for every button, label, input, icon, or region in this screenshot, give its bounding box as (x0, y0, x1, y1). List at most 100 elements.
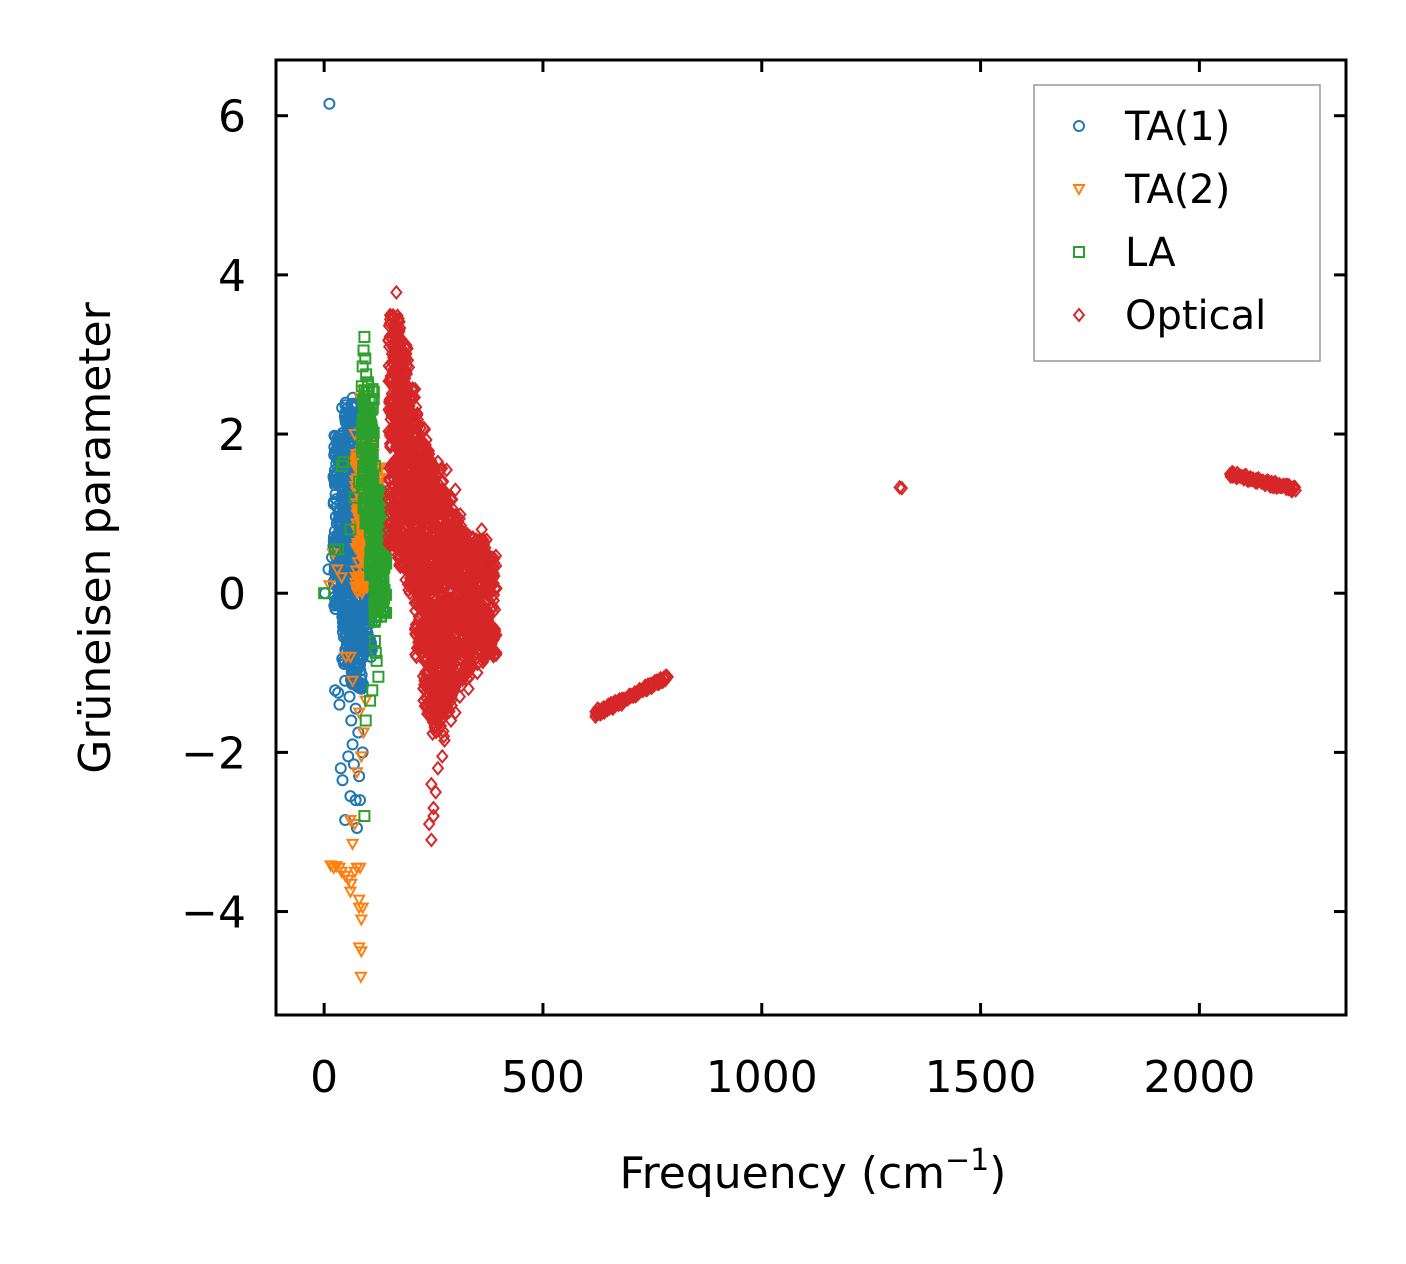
data-point (318, 587, 331, 600)
data-point (589, 709, 602, 725)
data-point (471, 656, 484, 672)
data-point (391, 453, 405, 469)
data-point (346, 738, 359, 751)
data-point (322, 580, 337, 593)
data-point (323, 97, 336, 110)
data-point (408, 419, 422, 435)
data-point (449, 519, 463, 535)
data-point (329, 684, 342, 697)
data-point (466, 529, 480, 546)
data-point (426, 507, 440, 524)
legend-label: TA(2) (1124, 167, 1230, 213)
data-point (353, 608, 366, 621)
data-point (345, 714, 358, 727)
x-tick-label: 1000 (706, 1052, 818, 1103)
data-point (417, 491, 430, 507)
data-point (379, 552, 392, 565)
data-point (392, 551, 406, 567)
data-point (356, 360, 369, 373)
data-point (486, 604, 500, 620)
legend: TA(1) TA(2) LA Optical (1033, 84, 1321, 362)
legend-label: TA(1) (1124, 104, 1230, 150)
tick-labels: 0 500 1000 1500 2000 6 4 2 0 −2 −4 (181, 92, 1255, 1103)
series-la (318, 330, 393, 823)
data-point (443, 621, 457, 637)
legend-marker (1072, 184, 1086, 197)
data-point (359, 714, 372, 727)
data-point (342, 750, 355, 763)
data-point (405, 408, 418, 424)
data-point (343, 815, 358, 828)
data-point (444, 509, 458, 525)
y-tick-label: −2 (181, 728, 246, 779)
x-axis-label-close: ) (989, 1148, 1006, 1199)
data-point (352, 707, 366, 720)
data-point (606, 701, 620, 717)
data-point (462, 664, 475, 680)
data-point (443, 565, 456, 581)
data-point (328, 479, 341, 492)
data-point (370, 587, 383, 600)
data-point (337, 455, 350, 468)
y-tick-label: 4 (218, 251, 246, 302)
data-point (417, 507, 431, 523)
data-point (354, 658, 367, 671)
data-point (356, 727, 371, 740)
data-point (396, 354, 410, 370)
data-point (434, 522, 448, 538)
data-point (349, 794, 362, 807)
data-point (367, 436, 380, 448)
data-point (414, 434, 427, 450)
data-point (449, 705, 462, 721)
data-point (479, 649, 493, 665)
data-point (354, 751, 369, 764)
data-point (332, 686, 345, 699)
data-point (353, 862, 367, 875)
data-point (349, 565, 363, 578)
data-point (346, 611, 359, 624)
data-point (438, 732, 451, 748)
data-point (427, 808, 440, 824)
data-point (344, 878, 358, 891)
data-point (345, 838, 360, 851)
legend-marker (1073, 120, 1085, 132)
data-point (345, 675, 360, 688)
data-point (383, 436, 397, 452)
data-point (440, 462, 453, 478)
data-point (632, 685, 646, 701)
data-point (399, 443, 412, 460)
data-point (478, 640, 492, 656)
data-point (428, 653, 441, 669)
data-point (427, 696, 441, 712)
data-point (425, 832, 438, 848)
data-point (348, 577, 363, 590)
data-point (444, 690, 457, 706)
data-point (370, 483, 383, 496)
data-point (392, 353, 406, 370)
data-point (434, 616, 448, 632)
axis-ticks (276, 60, 1346, 1015)
data-point (443, 546, 456, 562)
data-point (370, 654, 383, 667)
data-point (326, 551, 339, 564)
data-point (402, 411, 415, 427)
data-point (372, 563, 385, 576)
data-point (334, 572, 349, 585)
data-point (475, 521, 488, 538)
data-point (357, 619, 370, 632)
data-point (365, 420, 378, 433)
data-point (487, 587, 501, 603)
legend-entry: TA(1) (1073, 104, 1230, 150)
data-point (362, 411, 375, 424)
data-point (471, 665, 484, 681)
data-point (485, 572, 498, 588)
data-point (489, 645, 503, 661)
data-point (641, 677, 655, 693)
data-point (398, 370, 412, 386)
x-tick-label: 0 (310, 1052, 338, 1103)
data-marks (318, 97, 1302, 984)
data-point (355, 637, 368, 650)
data-point (417, 493, 430, 509)
data-point (437, 695, 450, 711)
